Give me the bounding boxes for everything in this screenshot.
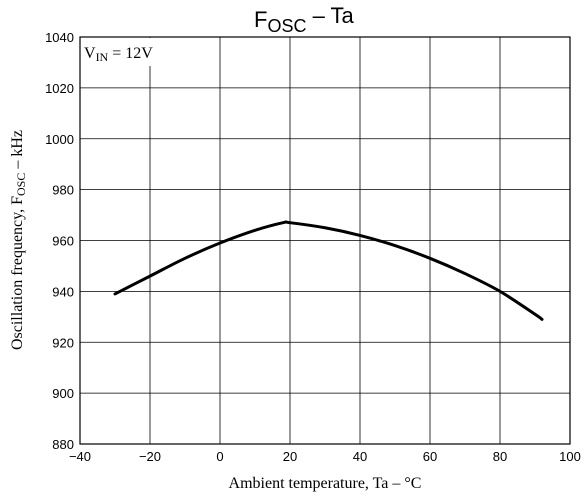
x-tick-label: 100 (559, 449, 581, 464)
chart-title-rest: – Ta (306, 3, 354, 28)
x-tick-label: 20 (283, 449, 297, 464)
series-line (113, 220, 544, 321)
y-axis-label: Oscillation frequency, FOSC – kHz (9, 130, 28, 350)
vin-annotation-post: = 12V (108, 45, 153, 62)
vin-annotation-sub: IN (96, 50, 109, 64)
vin-annotation: VIN = 12V (84, 45, 153, 64)
x-tick-label: −40 (69, 449, 91, 464)
y-axis-label-pre: Oscillation frequency, F (9, 196, 26, 350)
svg-text:FOSC – Ta: FOSC – Ta (254, 3, 355, 36)
plot-frame (79, 36, 571, 445)
y-tick-label: 880 (52, 437, 74, 452)
x-axis-label: Ambient temperature, Ta – °C (229, 475, 422, 492)
x-tick-label: 40 (353, 449, 367, 464)
x-tick-label: 80 (493, 449, 507, 464)
y-axis-ticks: 880 900 920 940 960 980 1000 1020 1040 (45, 30, 74, 452)
y-axis-label-sub: OSC (14, 173, 28, 196)
x-tick-label: 60 (423, 449, 437, 464)
y-axis-label-post: – kHz (9, 130, 26, 173)
y-tick-label: 980 (52, 183, 74, 198)
y-tick-label: 920 (52, 335, 74, 350)
x-tick-label: −20 (139, 449, 161, 464)
annotation-background (81, 38, 155, 66)
series-layer (113, 220, 544, 321)
y-tick-label: 940 (52, 284, 74, 299)
vin-annotation-pre: V (84, 45, 96, 62)
chart-title-subscript: OSC (267, 16, 306, 36)
x-axis-ticks: −40 −20 0 20 40 60 80 100 (69, 449, 581, 464)
y-tick-label: 960 (52, 234, 74, 249)
chart-title-main: F (254, 7, 267, 32)
y-tick-label: 1000 (45, 132, 74, 147)
gridlines (80, 37, 570, 444)
y-tick-label: 1020 (45, 81, 74, 96)
y-tick-label: 900 (52, 386, 74, 401)
y-tick-label: 1040 (45, 30, 74, 45)
x-tick-label: 0 (216, 449, 223, 464)
chart-title: FOSC – Ta (254, 3, 355, 36)
